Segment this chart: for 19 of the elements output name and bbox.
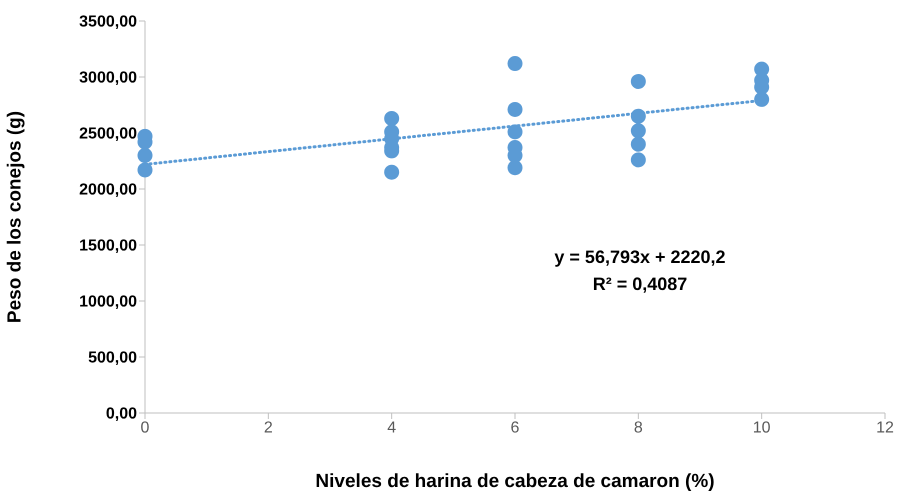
x-tick-label: 10	[752, 419, 771, 436]
y-tick-label: 2500,00	[79, 126, 138, 143]
x-tick-label: 12	[876, 419, 894, 436]
y-tick-label: 500,00	[88, 350, 138, 367]
y-tick-label: 0,00	[106, 406, 138, 423]
y-axis-title: Peso de los conejos (g)	[4, 110, 26, 324]
annotation: R² = 0,4087	[592, 273, 688, 296]
y-tick-label: 3500,00	[79, 14, 138, 31]
annotation: y = 56,793x + 2220,2	[553, 246, 727, 269]
y-tick-label: 1000,00	[79, 294, 138, 311]
x-axis-title: Niveles de harina de cabeza de camaron (%)	[315, 471, 715, 492]
x-tick-label: 4	[387, 419, 396, 436]
x-tick-label: 2	[264, 419, 273, 436]
y-tick-label: 2000,00	[79, 182, 138, 199]
y-tick-label: 1500,00	[79, 238, 138, 255]
x-tick-label: 8	[634, 419, 643, 436]
x-tick-label: 0	[140, 419, 150, 436]
x-tick-label: 6	[510, 419, 520, 436]
y-tick-label: 3000,00	[79, 70, 138, 87]
